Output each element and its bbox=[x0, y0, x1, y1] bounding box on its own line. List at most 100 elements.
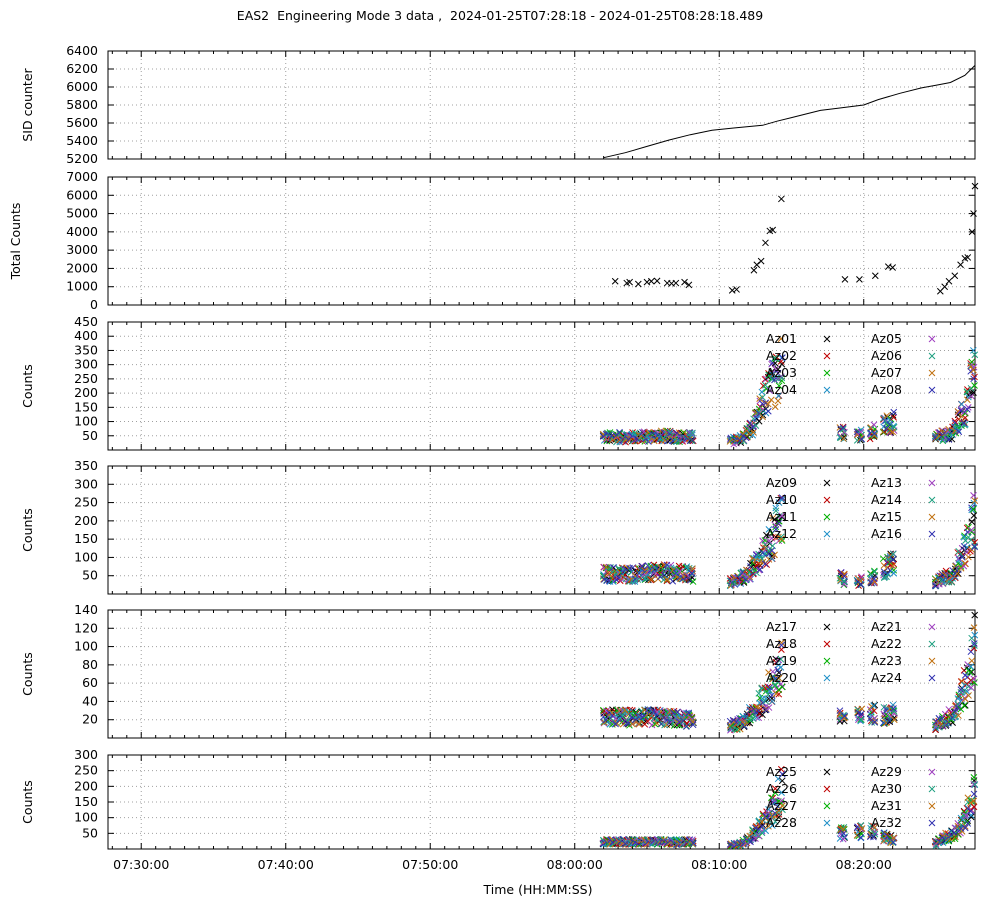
legend-label: Az08 bbox=[871, 382, 902, 397]
data-point bbox=[970, 491, 977, 499]
data-point bbox=[964, 386, 971, 393]
x-tick-label: 07:40:00 bbox=[258, 857, 314, 872]
data-point bbox=[689, 578, 697, 585]
y-tick-label: 100 bbox=[74, 810, 98, 825]
legend-marker bbox=[928, 623, 936, 631]
data-point bbox=[870, 421, 878, 429]
data-point bbox=[685, 709, 693, 717]
y-tick-label: 200 bbox=[74, 513, 98, 528]
data-point bbox=[890, 423, 898, 431]
data-point bbox=[839, 424, 847, 432]
data-point bbox=[632, 575, 639, 583]
data-point bbox=[778, 777, 786, 785]
data-point bbox=[889, 562, 897, 570]
data-point bbox=[889, 428, 897, 436]
data-point bbox=[774, 809, 782, 816]
data-point bbox=[672, 279, 680, 287]
data-point bbox=[750, 266, 758, 274]
data-point bbox=[857, 716, 864, 724]
data-point bbox=[757, 257, 765, 265]
data-point bbox=[954, 423, 961, 431]
panel-5: 20 40 60 80 100 120 140 Counts Az17 Az18 Az19 Az20 A… bbox=[20, 602, 979, 739]
y-tick-label: 400 bbox=[74, 328, 98, 343]
data-point bbox=[628, 720, 636, 728]
data-point bbox=[764, 400, 772, 408]
data-point bbox=[689, 567, 696, 575]
legend-marker bbox=[928, 530, 936, 538]
y-tick-label: 4000 bbox=[66, 224, 98, 239]
data-point bbox=[769, 226, 777, 234]
data-point bbox=[970, 375, 977, 383]
data-point bbox=[951, 835, 959, 843]
data-point bbox=[840, 823, 848, 831]
data-point bbox=[971, 781, 979, 788]
data-point bbox=[970, 797, 978, 805]
data-point bbox=[890, 414, 898, 421]
legend-label: Az10 bbox=[766, 492, 797, 507]
legend-marker bbox=[823, 386, 831, 394]
panel-frame bbox=[107, 50, 976, 160]
data-point bbox=[769, 668, 777, 676]
data-point bbox=[664, 437, 671, 445]
data-point bbox=[736, 725, 744, 733]
data-point bbox=[839, 835, 847, 843]
data-point bbox=[858, 825, 866, 832]
data-point bbox=[967, 684, 975, 691]
data-point bbox=[772, 690, 780, 697]
legend-label: Az02 bbox=[766, 348, 797, 363]
data-point bbox=[839, 425, 847, 433]
y-tick-label: 60 bbox=[82, 675, 98, 690]
y-tick-label: 100 bbox=[74, 549, 98, 564]
data-point bbox=[971, 382, 978, 389]
legend-marker bbox=[928, 352, 936, 360]
data-point bbox=[759, 711, 766, 719]
legend-label: Az21 bbox=[871, 619, 902, 634]
data-point bbox=[689, 721, 697, 729]
data-point bbox=[967, 536, 975, 544]
data-point bbox=[778, 770, 786, 778]
y-tick-label: 1000 bbox=[66, 279, 98, 294]
data-point bbox=[857, 426, 865, 434]
data-point bbox=[945, 433, 952, 441]
y-tick-label: 450 bbox=[74, 314, 98, 329]
data-point bbox=[958, 553, 966, 561]
data-point bbox=[762, 827, 769, 835]
data-point bbox=[632, 572, 639, 580]
y-tick-label: 20 bbox=[82, 712, 98, 727]
data-point bbox=[755, 408, 763, 416]
data-point bbox=[871, 568, 878, 576]
y-tick-label: 300 bbox=[74, 747, 98, 762]
legend-marker bbox=[823, 513, 831, 521]
legend-label: Az30 bbox=[871, 781, 902, 796]
data-point bbox=[778, 789, 785, 796]
data-point bbox=[778, 802, 786, 810]
data-point bbox=[889, 264, 896, 271]
data-point bbox=[765, 370, 772, 377]
data-point bbox=[768, 547, 776, 554]
data-point bbox=[688, 570, 696, 577]
y-tick-label: 5600 bbox=[66, 115, 98, 130]
y-tick-label: 6000 bbox=[66, 79, 98, 94]
data-point bbox=[639, 428, 646, 436]
panel-1: 5200 5400 5600 5800 6000 6200 6400 SID counter bbox=[20, 43, 976, 166]
data-point bbox=[840, 570, 848, 578]
data-point bbox=[890, 716, 898, 724]
data-point bbox=[758, 388, 766, 396]
data-point bbox=[775, 656, 783, 664]
data-point bbox=[771, 551, 778, 559]
data-point bbox=[960, 702, 968, 709]
data-point bbox=[648, 576, 655, 583]
data-point bbox=[955, 712, 962, 719]
data-point bbox=[971, 542, 978, 550]
y-tick-label: 5000 bbox=[66, 206, 98, 221]
data-point bbox=[961, 702, 969, 709]
data-point bbox=[768, 691, 776, 699]
legend-label: Az11 bbox=[766, 509, 797, 524]
data-point bbox=[853, 831, 861, 839]
legend-label: Az22 bbox=[871, 636, 902, 651]
data-point bbox=[951, 272, 959, 280]
legend-label: Az25 bbox=[766, 764, 797, 779]
data-point bbox=[752, 556, 760, 564]
data-point bbox=[841, 276, 849, 283]
